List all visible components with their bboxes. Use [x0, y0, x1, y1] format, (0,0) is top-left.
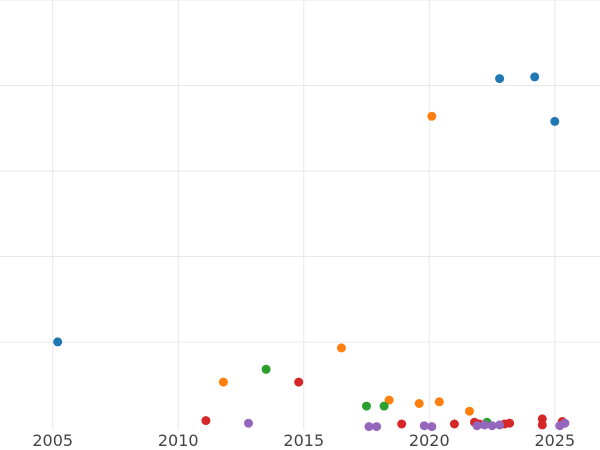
data-point: [472, 421, 482, 431]
data-point: [364, 422, 374, 432]
data-point: [550, 116, 560, 126]
data-point: [244, 418, 253, 428]
x-tick-label: 2010: [158, 431, 199, 450]
data-point: [397, 419, 407, 429]
data-point: [560, 418, 570, 428]
data-point: [449, 419, 459, 429]
x-tick-label: 2005: [32, 431, 73, 450]
data-point: [530, 72, 540, 82]
data-point: [362, 401, 371, 411]
data-point: [465, 406, 474, 416]
data-point: [434, 397, 444, 407]
data-point: [379, 401, 389, 411]
points-layer: [53, 72, 570, 432]
data-point: [294, 377, 304, 387]
data-point: [495, 74, 505, 84]
data-point: [414, 399, 424, 408]
data-point: [480, 420, 489, 430]
data-point: [427, 111, 437, 121]
data-point: [537, 420, 547, 430]
ticks-layer: 2005 2010 2015 2020 2025: [32, 431, 575, 450]
data-point: [201, 416, 211, 426]
data-point: [384, 395, 394, 405]
data-point: [336, 343, 346, 353]
data-point: [53, 337, 63, 347]
data-point: [505, 418, 515, 428]
x-tick-label: 2020: [409, 431, 450, 450]
data-point: [427, 422, 437, 432]
data-point: [487, 421, 497, 431]
data-point: [495, 420, 505, 430]
data-point: [372, 422, 382, 432]
x-tick-label: 2015: [283, 431, 324, 450]
data-point: [218, 377, 228, 387]
x-tick-label: 2025: [534, 431, 575, 450]
data-point: [419, 421, 429, 431]
data-point: [261, 364, 271, 374]
grid-layer: [0, 0, 600, 430]
